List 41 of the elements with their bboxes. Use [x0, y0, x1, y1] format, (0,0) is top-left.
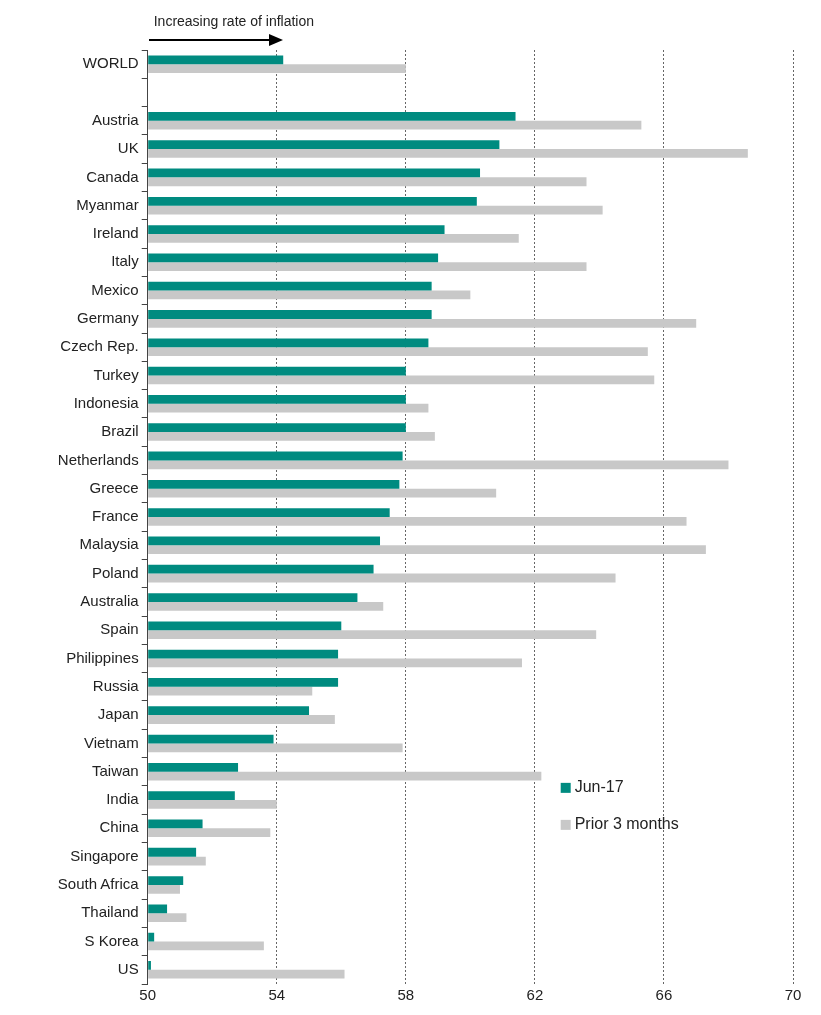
x-tick-label: 58	[397, 986, 415, 1004]
y-tick-label: Mexico	[91, 280, 139, 298]
text: Increasing rate of inflation	[153, 13, 315, 29]
y-tick-label: India	[106, 790, 140, 808]
y-tick-label: Singapore	[70, 846, 139, 864]
y-tick-label: Brazil	[101, 422, 139, 440]
y-tick-label: Ireland	[92, 224, 139, 242]
y-tick-label: Poland	[91, 563, 139, 581]
y-tick-label: Italy	[111, 252, 140, 270]
x-tick-label: 50	[139, 986, 157, 1004]
y-tick-label: WORLD	[82, 54, 139, 72]
x-tick-label: 70	[784, 986, 802, 1004]
y-tick-label: Thailand	[81, 903, 139, 921]
legend-label: Prior 3 months	[574, 815, 679, 833]
y-tick-label: Netherlands	[57, 450, 139, 468]
y-tick-label: Austria	[92, 110, 140, 128]
y-tick-label: Japan	[97, 705, 139, 723]
y-tick-label: France	[92, 507, 139, 525]
y-tick-label: Vietnam	[83, 733, 139, 751]
x-tick-label: 62	[526, 986, 544, 1004]
y-tick-label: Canada	[86, 167, 140, 185]
y-tick-label: South Africa	[57, 875, 140, 893]
y-tick-label: Greece	[89, 478, 139, 496]
y-tick-label: Philippines	[66, 648, 139, 666]
y-tick-label: Turkey	[93, 365, 140, 383]
y-tick-label: Australia	[80, 592, 140, 610]
y-tick-label: Germany	[77, 309, 140, 327]
y-tick-label: Myanmar	[76, 195, 139, 213]
y-tick-label: China	[99, 818, 140, 836]
y-tick-label: Indonesia	[73, 393, 140, 411]
y-tick-label: US	[117, 959, 139, 977]
y-tick-label: Czech Rep.	[60, 337, 139, 355]
y-tick-label: S Korea	[84, 931, 140, 949]
y-tick-label: Malaysia	[79, 535, 140, 553]
x-tick-label: 66	[655, 986, 673, 1004]
y-tick-label: UK	[117, 139, 139, 157]
legend-label: Jun-17	[574, 778, 624, 796]
x-tick-label: 54	[268, 986, 286, 1004]
y-tick-label: Spain	[100, 620, 139, 638]
y-tick-label: Taiwan	[92, 761, 139, 779]
y-tick-label: Russia	[92, 676, 140, 694]
